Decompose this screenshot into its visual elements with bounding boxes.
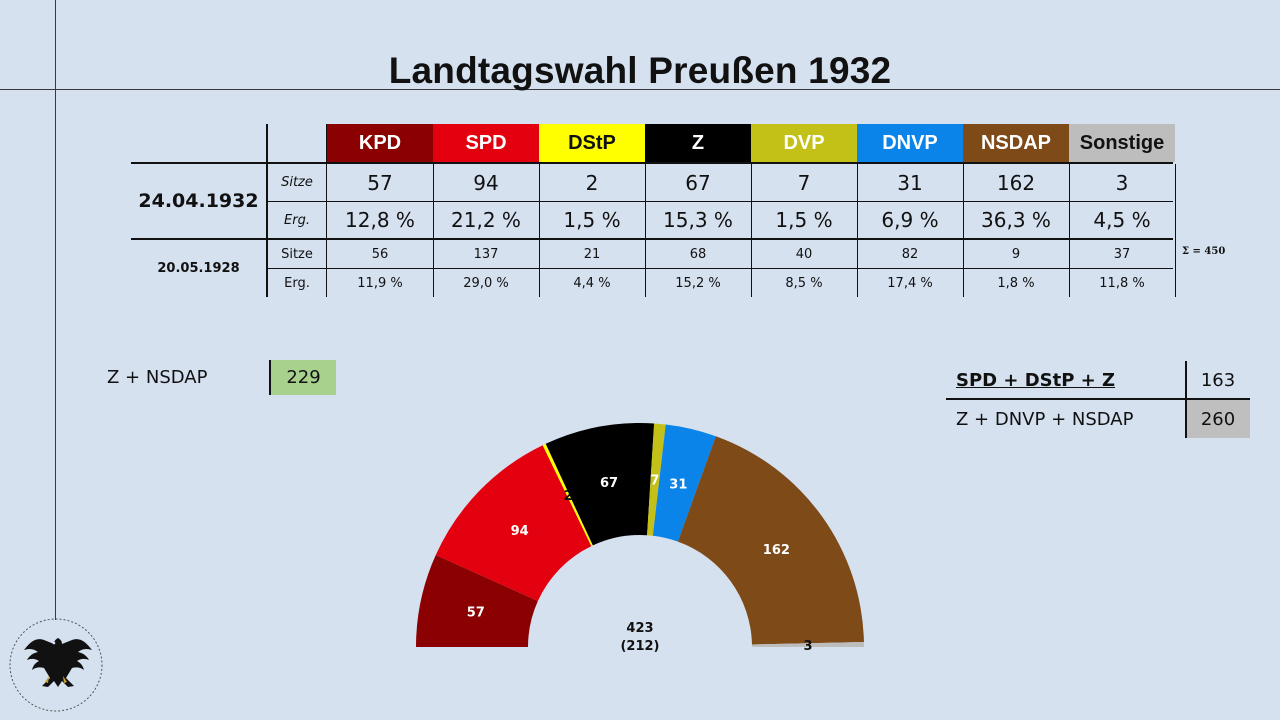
segment-label-spd: 94 [511,524,529,539]
segment-kpd [416,554,538,647]
table-rule [131,162,1173,164]
party-header-dstp: DStP [539,124,645,162]
prussian-eagle-icon [9,618,103,712]
segment-label-z: 67 [600,476,618,491]
segment-z [545,423,655,546]
segment-spd [435,445,592,601]
cell-seats-1932-kpd: 57 [367,170,393,195]
table-rule [268,201,1173,202]
table-rule [433,164,434,297]
coalition-value-z-nsdap: 229 [269,360,336,395]
cell-seats-1932-dnvp: 31 [897,170,923,195]
segment-dstp [542,443,593,547]
guide-line-vertical [55,0,56,620]
cell-seats-1928-kpd: 56 [371,246,389,262]
cell-seats-1928-dnvp: 82 [901,246,919,262]
majority-seats: (212) [620,639,660,654]
party-header-z: Z [645,124,751,162]
segment-label-kpd: 57 [467,606,485,621]
segment-sonstige [751,642,864,647]
segment-label-dstp: 2 [564,489,573,504]
coalition-label-spd-dstp-z: SPD + DStP + Z [956,370,1116,391]
total-seats: 423 [626,621,654,636]
table-rule [131,238,1173,240]
cell-seats-1932-dvp: 7 [797,170,811,195]
cell-share-1928-nsdap: 1,8 % [997,275,1035,291]
cell-seats-1928-sonstige: 37 [1113,246,1131,262]
party-header-dnvp: DNVP [857,124,963,162]
cell-seats-1928-spd: 137 [473,246,499,262]
segment-dnvp [652,424,716,542]
coalition-value-z-dnvp-nsdap: 260 [1186,400,1250,438]
cell-share-1928-z: 15,2 % [675,275,721,291]
page-title: Landtagswahl Preußen 1932 [388,50,892,91]
cell-seats-1928-dstp: 21 [583,246,601,262]
cell-share-1932-kpd: 12,8 % [345,208,415,232]
cell-share-1932-sonstige: 4,5 % [1093,208,1151,232]
table-rule [1175,164,1176,297]
table-rule [1069,164,1070,297]
guide-line-horizontal [0,89,1280,90]
cell-seats-1932-spd: 94 [473,170,499,195]
cell-share-1932-dstp: 1,5 % [563,208,621,232]
table-rule [326,124,327,297]
cell-seats-1932-sonstige: 3 [1115,170,1129,195]
cell-seats-1928-z: 68 [689,246,707,262]
coalition-label-z-nsdap: Z + NSDAP [107,367,208,388]
party-header-nsdap: NSDAP [963,124,1069,162]
cell-share-1928-spd: 29,0 % [463,275,509,291]
row-label-share-1932: Erg. [284,213,310,228]
segment-label-dnvp: 31 [669,477,687,492]
table-rule [539,164,540,297]
cell-share-1932-dvp: 1,5 % [775,208,833,232]
cell-seats-1932-dstp: 2 [585,170,599,195]
segment-label-nsdap: 162 [763,543,790,558]
cell-share-1928-dnvp: 17,4 % [887,275,933,291]
cell-seats-1928-dvp: 40 [795,246,813,262]
cell-share-1928-dvp: 8,5 % [785,275,823,291]
table-rule [963,164,964,297]
segment-nsdap [677,436,864,645]
table-rule [857,164,858,297]
coalition-label-z-dnvp-nsdap: Z + DNVP + NSDAP [956,409,1134,430]
cell-share-1932-z: 15,3 % [663,208,733,232]
segment-label-dvp: 7 [650,474,659,489]
hemicycle-center: 423 (212) [600,620,680,656]
cell-seats-1932-z: 67 [685,170,711,195]
cell-share-1932-dnvp: 6,9 % [881,208,939,232]
date-1932: 24.04.1932 [138,190,259,212]
cell-seats-1932-nsdap: 162 [996,170,1036,195]
cell-seats-1928-nsdap: 9 [1011,246,1021,262]
row-label-share-1928: Erg. [284,275,310,291]
date-1928: 20.05.1928 [157,260,240,276]
party-header-dvp: DVP [751,124,857,162]
row-label-seats-1928: Sitze [281,246,313,262]
coalition-value-spd-dstp-z: 163 [1200,369,1236,391]
segment-dvp [647,423,666,536]
segment-label-sonstige: 3 [803,639,812,654]
party-header-sonstige: Sonstige [1069,124,1175,162]
table-rule [266,124,268,297]
coalition-rule [946,398,1250,400]
cell-share-1928-kpd: 11,9 % [357,275,403,291]
seat-distribution-hemicycle: 57 94 2 67 7 31 162 3 [416,423,864,654]
row-label-seats-1932: Sitze [281,175,313,190]
table-rule [268,268,1173,269]
party-header-spd: SPD [433,124,539,162]
party-header-kpd: KPD [327,124,433,162]
table-rule [645,164,646,297]
coalition-rule [1185,361,1187,438]
cell-share-1928-dstp: 4,4 % [573,275,611,291]
cell-share-1932-nsdap: 36,3 % [981,208,1051,232]
sum-1928: Σ = 450 [1182,246,1226,257]
table-rule [751,164,752,297]
cell-share-1928-sonstige: 11,8 % [1099,275,1145,291]
cell-share-1932-spd: 21,2 % [451,208,521,232]
